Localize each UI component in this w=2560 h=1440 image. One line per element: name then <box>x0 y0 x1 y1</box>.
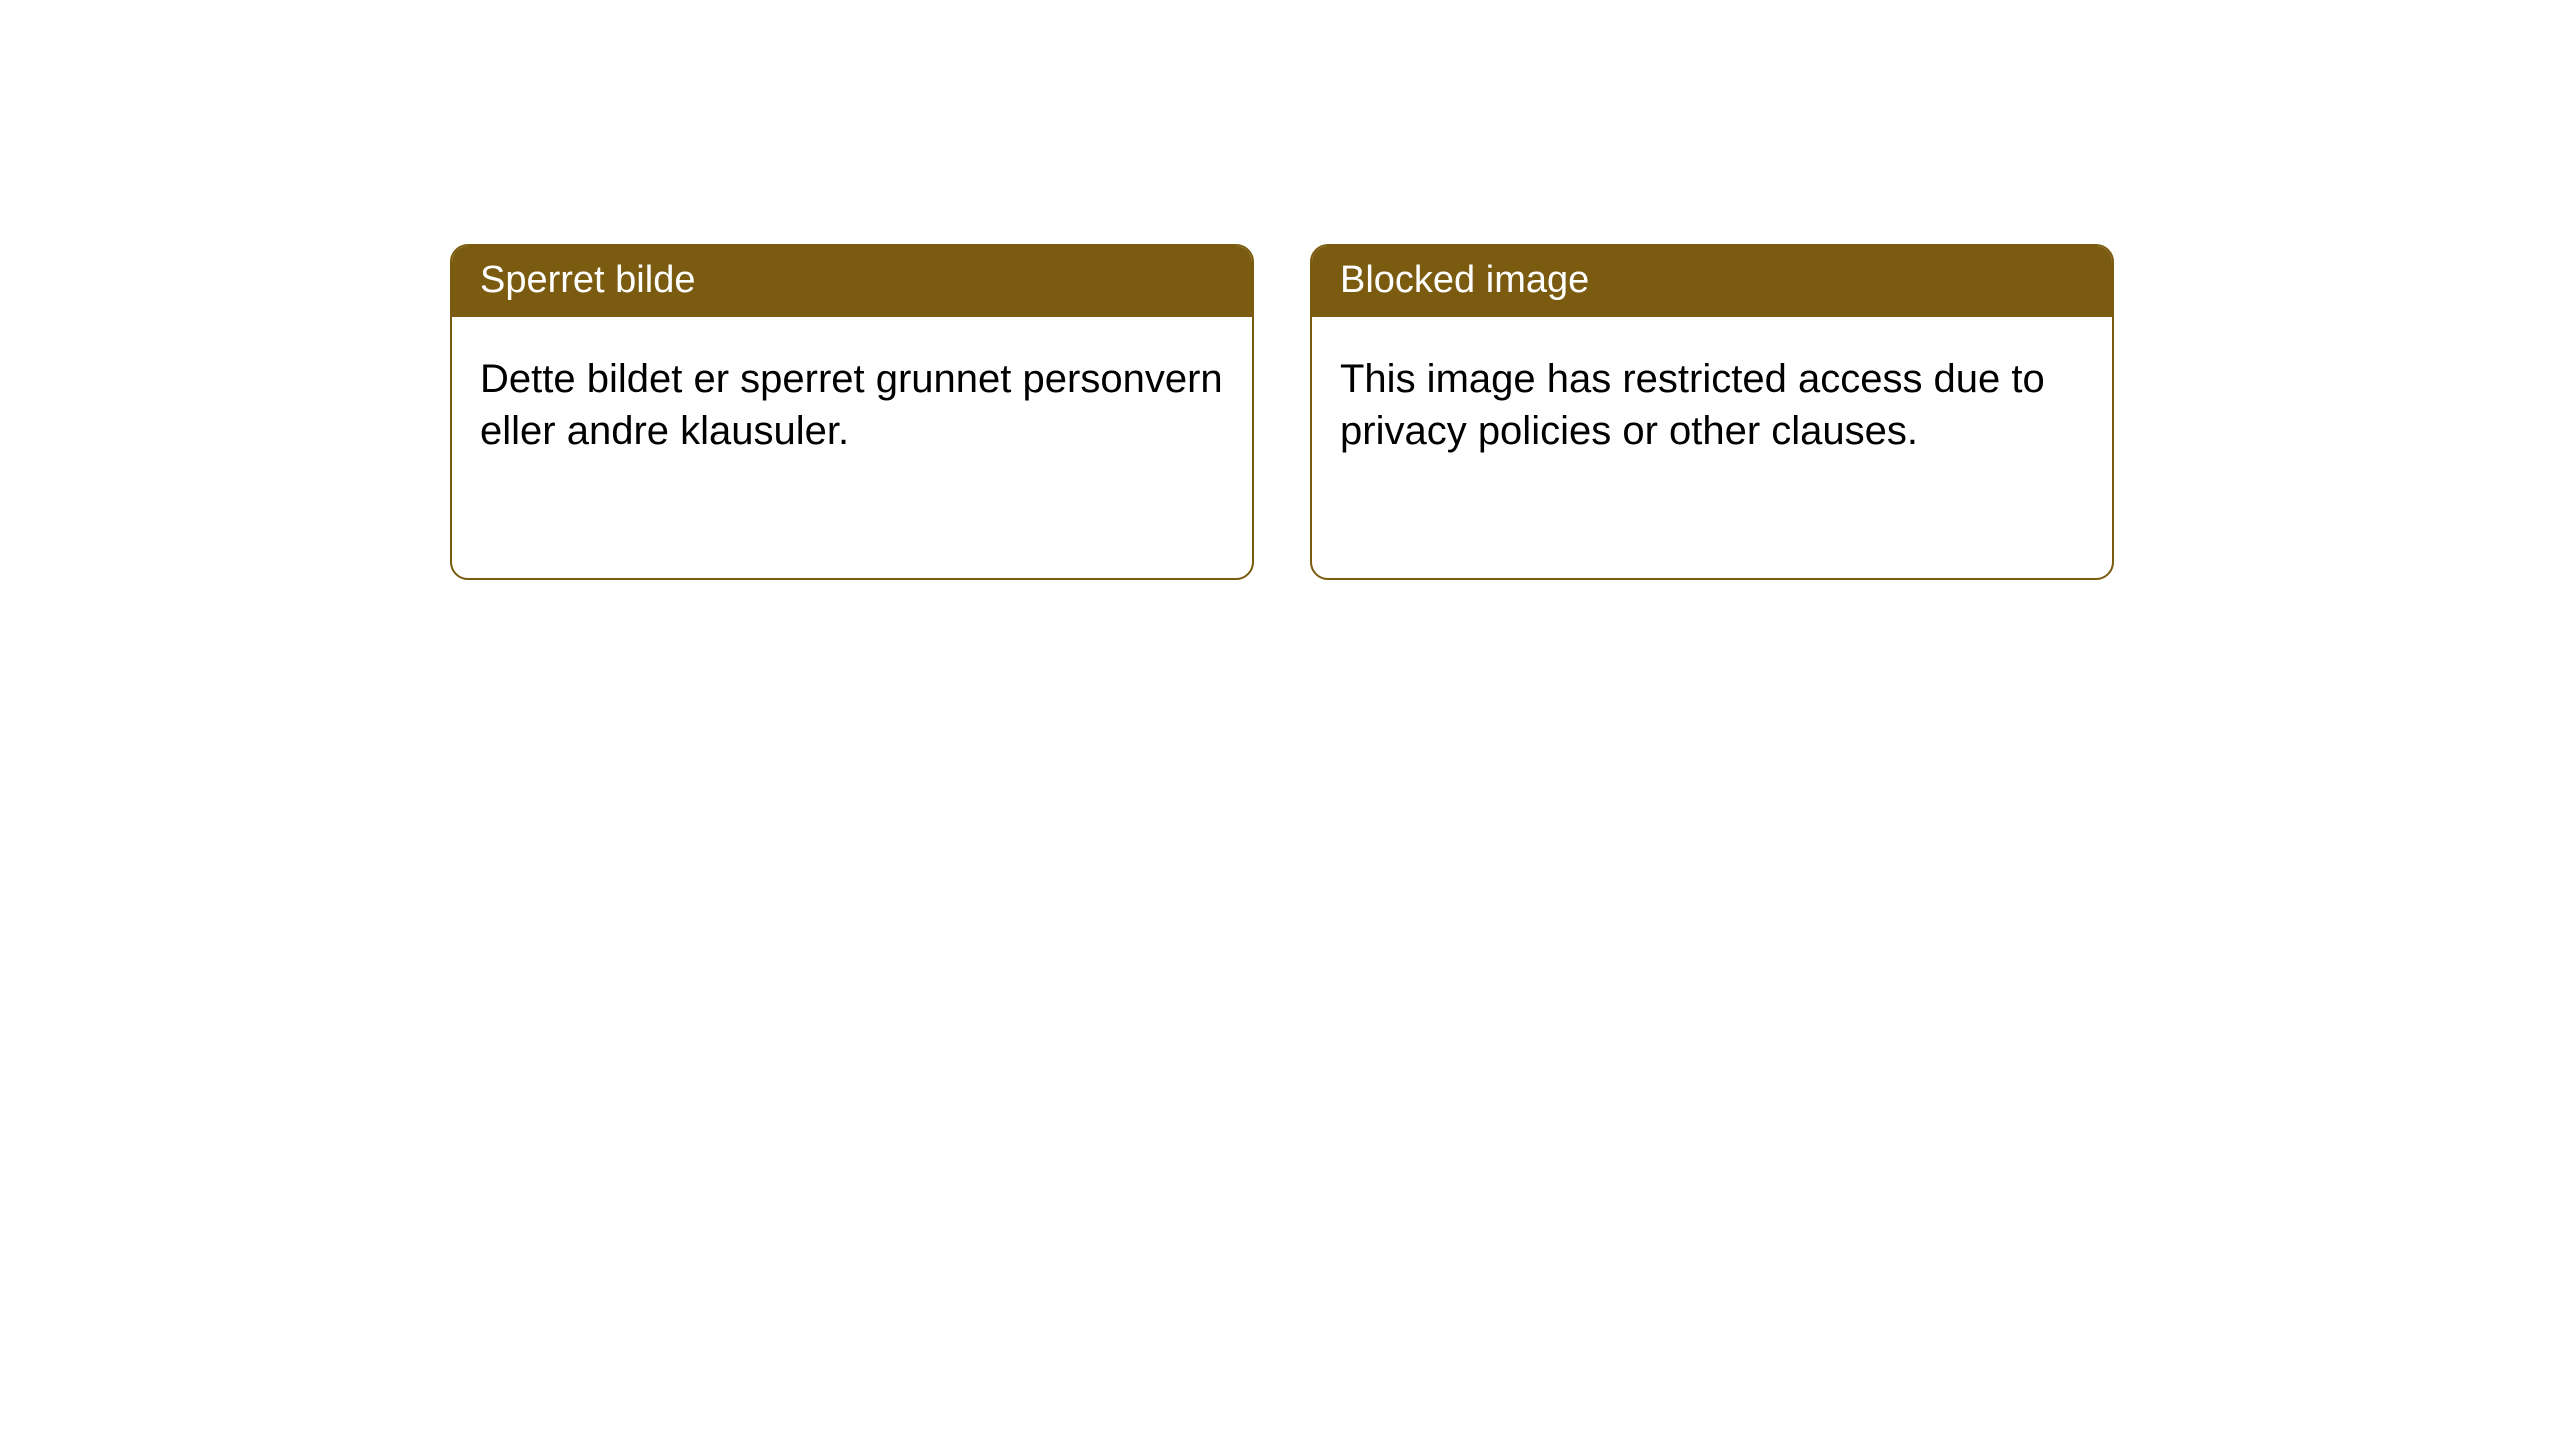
notice-card-body: This image has restricted access due to … <box>1312 317 2112 493</box>
notice-card-title: Sperret bilde <box>452 246 1252 317</box>
notice-card-body: Dette bildet er sperret grunnet personve… <box>452 317 1252 493</box>
notice-card-norwegian: Sperret bilde Dette bildet er sperret gr… <box>450 244 1254 580</box>
notice-container: Sperret bilde Dette bildet er sperret gr… <box>0 0 2560 580</box>
notice-card-english: Blocked image This image has restricted … <box>1310 244 2114 580</box>
notice-card-title: Blocked image <box>1312 246 2112 317</box>
